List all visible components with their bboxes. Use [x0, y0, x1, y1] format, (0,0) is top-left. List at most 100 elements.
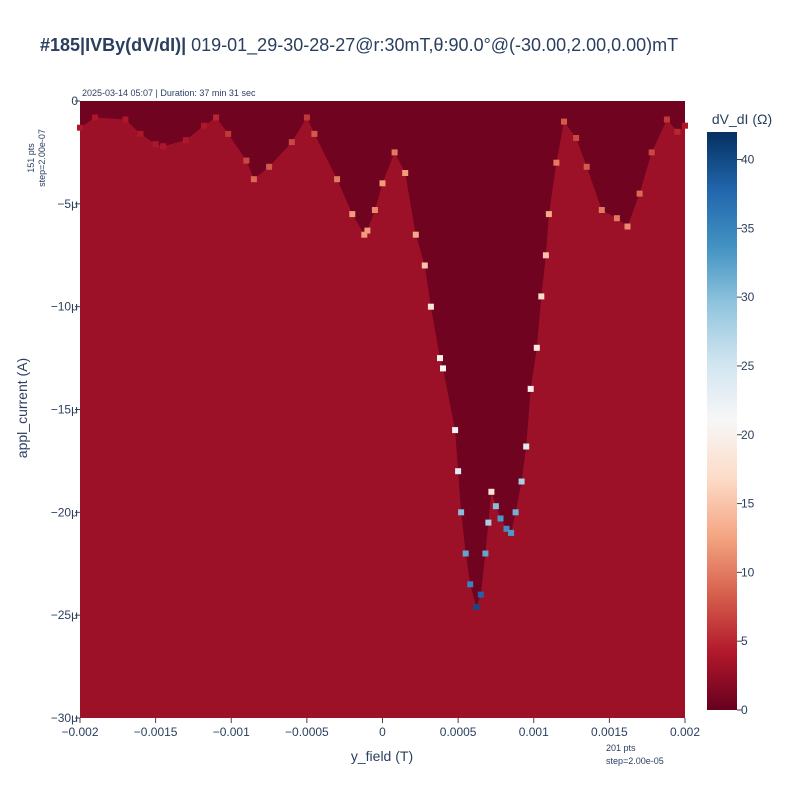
boundary-cell	[364, 227, 371, 234]
boundary-cell	[545, 211, 552, 218]
boundary-cell	[92, 114, 99, 121]
colorbar-tick-label: 40	[741, 153, 755, 167]
y-tick-label: −15μ	[51, 403, 78, 417]
boundary-cell	[485, 519, 492, 526]
boundary-cell	[243, 157, 250, 164]
boundary-cell	[492, 503, 499, 510]
boundary-cell	[674, 128, 681, 135]
boundary-cell	[334, 176, 341, 183]
boundary-cell	[533, 344, 540, 351]
boundary-cell	[77, 124, 83, 131]
boundary-cell	[553, 159, 560, 166]
boundary-cell	[152, 141, 159, 148]
boundary-cell	[437, 355, 443, 362]
boundary-cell	[288, 139, 295, 146]
boundary-cell	[598, 207, 605, 213]
boundary-cell	[636, 190, 643, 197]
boundary-cell	[561, 118, 567, 125]
x-tick-label: −0.002	[61, 725, 98, 739]
colorbar-tick-label: 35	[741, 221, 755, 235]
y-tick-label: −25μ	[51, 608, 78, 622]
colorbar-title: dV_dI (Ω)	[712, 111, 772, 127]
boundary-cell	[503, 525, 510, 532]
boundary-cell	[538, 293, 545, 300]
x-tick-label: −0.001	[213, 725, 250, 739]
boundary-cell	[371, 207, 378, 213]
y-tick-label: −20μ	[51, 505, 78, 519]
x-tick-label: 0.0005	[440, 725, 477, 739]
boundary-cell	[473, 603, 480, 610]
boundary-cell	[303, 114, 310, 121]
boundary-cell	[455, 468, 462, 475]
boundary-cell	[361, 231, 368, 238]
boundary-cell	[225, 130, 232, 137]
boundary-cell	[583, 163, 590, 170]
chart-title: #185|IVBy(dV/dI)| 019-01_29-30-28-27@r:3…	[40, 35, 678, 56]
boundary-cell	[137, 130, 144, 137]
y-tick-label: −30μ	[51, 711, 78, 725]
y-tick-label: −5μ	[57, 197, 78, 211]
boundary-cell	[182, 137, 189, 144]
boundary-cell	[518, 478, 525, 485]
colorbar-tick-label: 10	[741, 565, 755, 579]
boundary-cell	[573, 135, 580, 141]
x-tick-label: 0	[379, 725, 386, 739]
plot-area	[77, 101, 688, 718]
chart-title-rest: 019-01_29-30-28-27@r:30mT,θ:90.0°@(-30.0…	[186, 35, 678, 56]
boundary-cell	[452, 427, 459, 434]
superconducting-region	[80, 101, 685, 607]
y-points-note: 151 pts	[26, 143, 36, 173]
boundary-cell	[542, 252, 549, 259]
boundary-cell	[488, 488, 495, 495]
boundary-cell	[648, 149, 655, 156]
boundary-cell	[379, 180, 386, 187]
colorbar-tick-label: 0	[741, 703, 748, 717]
boundary-cell	[122, 116, 129, 123]
boundary-cell	[402, 170, 409, 176]
boundary-cell	[467, 581, 474, 588]
colorbar-tick-label: 20	[741, 428, 755, 442]
axes: −0.002 −0.0015 −0.001 −0.0005 0 0.0005 0.001 0.…	[51, 94, 701, 739]
boundary-cell	[349, 211, 356, 218]
boundary-cell	[201, 122, 207, 129]
y-axis-title: appl_current (A)	[14, 358, 30, 458]
y-tick-label: 0	[71, 94, 78, 108]
x-tick-label: −0.0005	[285, 725, 329, 739]
chart-subtitle: 2025-03-14 05:07 | Duration: 37 min 31 s…	[82, 88, 256, 98]
x-points-note: 201 pts	[606, 743, 636, 753]
chart-title-bold: #185|IVBy(dV/dI)|	[40, 35, 186, 55]
boundary-cell	[624, 223, 631, 230]
boundary-cell	[440, 365, 446, 372]
boundary-cell	[427, 303, 434, 310]
boundary-cell	[266, 163, 273, 170]
x-step-note: step=2.00e-05	[606, 756, 664, 766]
boundary-cell	[482, 550, 489, 557]
boundary-cell	[311, 130, 318, 137]
boundary-cell	[412, 231, 419, 238]
boundary-cell	[458, 509, 465, 516]
boundary-cell	[477, 591, 484, 598]
boundary-cell	[497, 515, 504, 522]
boundary-cell	[462, 550, 469, 557]
boundary-cell	[391, 149, 398, 156]
y-tick-label: −10μ	[51, 300, 78, 314]
boundary-cell	[512, 509, 519, 516]
boundary-cell	[421, 262, 428, 269]
boundary-cell	[682, 122, 688, 129]
boundary-cell	[213, 114, 220, 121]
x-tick-label: −0.0015	[134, 725, 178, 739]
normal-state-region	[80, 101, 685, 718]
x-tick-label: 0.0015	[591, 725, 628, 739]
colorbar-tick-label: 15	[741, 497, 755, 511]
y-step-note: step=2.00e-07	[37, 129, 47, 187]
boundary-cell	[160, 143, 167, 150]
colorbar	[707, 132, 737, 710]
boundary-cell	[663, 116, 670, 123]
boundary-cell	[523, 443, 530, 450]
x-tick-label: 0.001	[519, 725, 549, 739]
colorbar-tick-label: 30	[741, 290, 755, 304]
x-tick-label: 0.002	[670, 725, 700, 739]
boundary-cell	[527, 385, 534, 392]
boundary-cell	[250, 176, 257, 183]
